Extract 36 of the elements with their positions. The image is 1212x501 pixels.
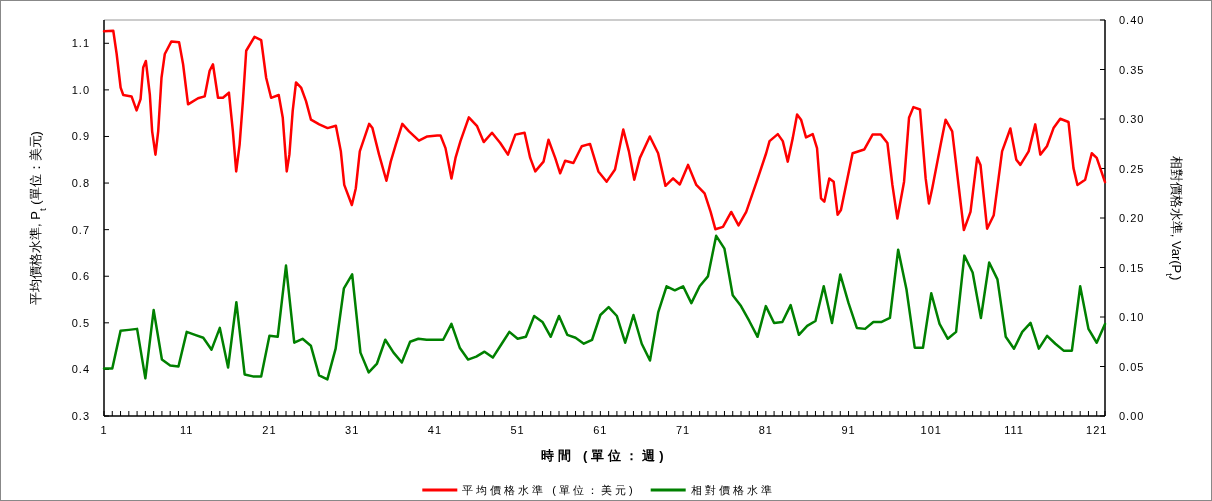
y2-tick-label: 0.05 xyxy=(1119,360,1145,373)
y-tick-label: 1.0 xyxy=(71,83,90,96)
y2-tick-label: 0.20 xyxy=(1119,212,1145,224)
legend-label: 相對價格水準 xyxy=(690,484,775,496)
y-tick-label: 0.6 xyxy=(71,270,90,283)
y2-tick-label: 0.00 xyxy=(1119,410,1145,422)
x-tick-label: 71 xyxy=(675,424,691,436)
x-tick-label: 81 xyxy=(758,424,773,436)
x-tick-label: 41 xyxy=(427,424,443,436)
y2-tick-label: 0.25 xyxy=(1119,162,1145,175)
x-tick-label: 91 xyxy=(841,424,856,436)
x-tick-label: 31 xyxy=(345,424,360,436)
legend-label: 平均價格水準 (單位：美元) xyxy=(462,484,636,496)
y2-tick-label: 0.35 xyxy=(1119,63,1145,76)
x-tick-label: 1 xyxy=(100,424,108,436)
line-series xyxy=(102,234,1107,381)
y2-tick-label: 0.40 xyxy=(1119,14,1145,26)
x-tick-label: 121 xyxy=(1086,424,1108,436)
x-tick-label: 11 xyxy=(180,424,194,436)
y-tick-label: 0.9 xyxy=(71,130,90,143)
x-axis-title: 時間 (單位：週) xyxy=(541,448,668,463)
y-tick-label: 0.4 xyxy=(71,363,90,376)
y2-tick-label: 0.15 xyxy=(1119,261,1145,274)
line-series xyxy=(102,29,1107,232)
x-tick-label: 21 xyxy=(262,424,277,436)
y-tick-label: 0.5 xyxy=(71,316,90,329)
y2-tick-label: 0.30 xyxy=(1119,113,1145,125)
x-tick-label: 61 xyxy=(593,424,608,436)
x-tick-label: 101 xyxy=(920,424,942,436)
y2-tick-label: 0.10 xyxy=(1119,311,1145,323)
y-tick-label: 0.3 xyxy=(71,410,90,422)
y-tick-label: 0.8 xyxy=(71,177,90,190)
y-tick-label: 1.1 xyxy=(71,37,90,50)
x-tick-label: 111 xyxy=(1004,424,1024,436)
y-tick-label: 0.7 xyxy=(71,223,90,236)
x-tick-label: 51 xyxy=(510,424,525,436)
